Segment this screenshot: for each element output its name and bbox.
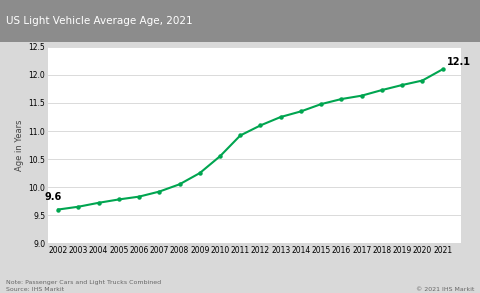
Text: © 2021 IHS Markit: © 2021 IHS Markit xyxy=(416,287,474,292)
Text: Note: Passenger Cars and Light Trucks Combined
Source: IHS Markit: Note: Passenger Cars and Light Trucks Co… xyxy=(6,280,161,292)
Text: US Light Vehicle Average Age, 2021: US Light Vehicle Average Age, 2021 xyxy=(6,16,192,26)
Y-axis label: Age in Years: Age in Years xyxy=(15,119,24,171)
Text: 9.6: 9.6 xyxy=(44,192,61,202)
Text: 12.1: 12.1 xyxy=(447,57,471,67)
